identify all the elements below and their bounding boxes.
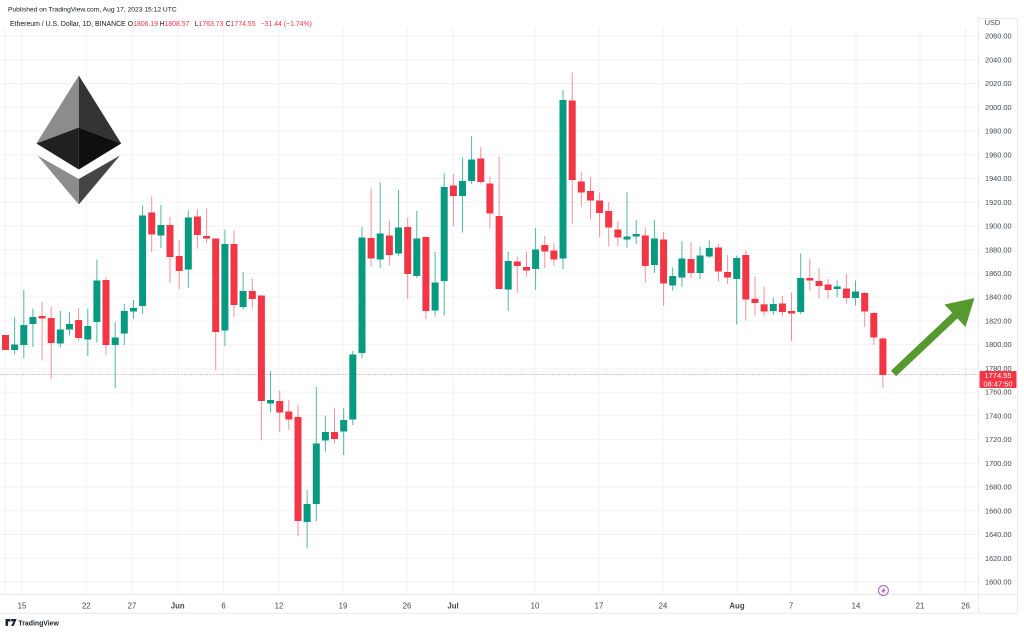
svg-text:1740.00: 1740.00 (985, 411, 1012, 420)
svg-text:17: 17 (595, 601, 604, 610)
svg-text:2020.00: 2020.00 (985, 79, 1012, 88)
svg-text:1640.00: 1640.00 (985, 530, 1012, 539)
svg-text:Published on TradingView.com,: Published on TradingView.com, Aug 17, 20… (8, 6, 177, 13)
svg-text:1860.00: 1860.00 (985, 269, 1012, 278)
svg-text:26: 26 (403, 601, 412, 610)
svg-text:1820.00: 1820.00 (985, 317, 1012, 326)
svg-text:−31.44 (−1.74%): −31.44 (−1.74%) (261, 21, 312, 28)
svg-text:1780.00: 1780.00 (985, 364, 1012, 373)
svg-text:15: 15 (18, 601, 27, 610)
svg-text:H1808.57: H1808.57 (160, 21, 190, 28)
svg-text:2040.00: 2040.00 (985, 55, 1012, 64)
svg-text:1800.00: 1800.00 (985, 340, 1012, 349)
svg-text:14: 14 (852, 601, 861, 610)
svg-text:1680.00: 1680.00 (985, 483, 1012, 492)
svg-text:19: 19 (339, 601, 348, 610)
svg-text:21: 21 (916, 601, 925, 610)
svg-text:1980.00: 1980.00 (985, 127, 1012, 136)
svg-text:08:47:50: 08:47:50 (983, 379, 1012, 388)
svg-text:22: 22 (82, 601, 91, 610)
svg-text:L1763.73: L1763.73 (195, 21, 224, 28)
svg-text:2000.00: 2000.00 (985, 103, 1012, 112)
svg-text:O1806.19: O1806.19 (128, 21, 158, 28)
svg-text:1700.00: 1700.00 (985, 459, 1012, 468)
svg-text:1960.00: 1960.00 (985, 150, 1012, 159)
svg-text:C1774.55: C1774.55 (226, 21, 256, 28)
svg-text:1900.00: 1900.00 (985, 222, 1012, 231)
svg-text:24: 24 (659, 601, 668, 610)
svg-text:1620.00: 1620.00 (985, 554, 1012, 563)
svg-text:1760.00: 1760.00 (985, 388, 1012, 397)
svg-text:Jun: Jun (171, 601, 185, 610)
svg-text:Jul: Jul (447, 601, 458, 610)
svg-text:6: 6 (221, 601, 225, 610)
svg-text:1880.00: 1880.00 (985, 245, 1012, 254)
svg-text:Ethereum / U.S. Dollar, 1D, BI: Ethereum / U.S. Dollar, 1D, BINANCE (10, 21, 126, 28)
svg-text:1840.00: 1840.00 (985, 293, 1012, 302)
svg-text:1660.00: 1660.00 (985, 506, 1012, 515)
svg-text:1940.00: 1940.00 (985, 174, 1012, 183)
svg-text:TradingView: TradingView (18, 620, 59, 627)
svg-text:12: 12 (275, 601, 284, 610)
svg-text:1774.55: 1774.55 (984, 371, 1011, 380)
svg-text:1920.00: 1920.00 (985, 198, 1012, 207)
svg-text:7: 7 (789, 601, 793, 610)
svg-text:26: 26 (961, 601, 970, 610)
svg-text:Aug: Aug (729, 601, 744, 610)
svg-text:1720.00: 1720.00 (985, 435, 1012, 444)
svg-text:2060.00: 2060.00 (985, 32, 1012, 41)
svg-text:27: 27 (128, 601, 137, 610)
svg-text:USD: USD (985, 18, 1001, 27)
svg-text:10: 10 (531, 601, 540, 610)
svg-text:1600.00: 1600.00 (985, 578, 1012, 587)
